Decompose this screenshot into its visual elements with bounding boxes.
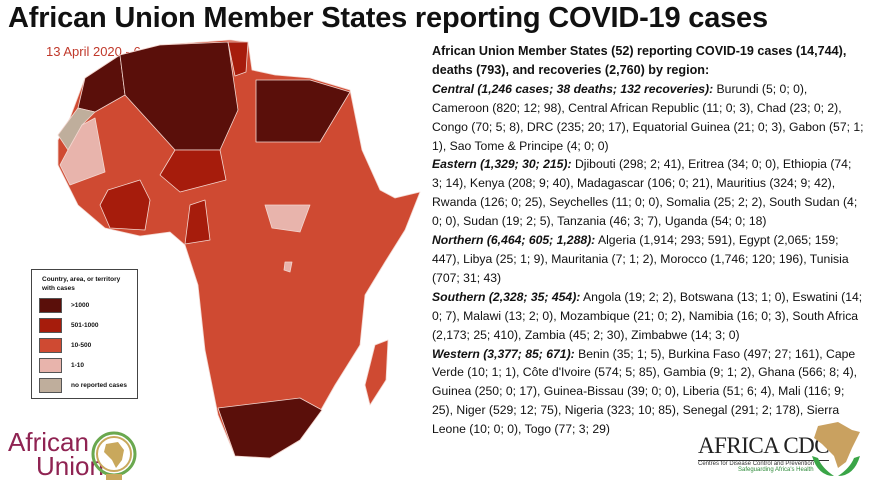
cdc-tagline: Safeguarding Africa's Health: [738, 467, 814, 473]
country-south-sudan: [264, 204, 311, 233]
africa-landmass: [57, 39, 421, 459]
region-label: Western (3,377; 85; 671):: [432, 346, 575, 361]
region-northern: Northern (6,464; 605; 1,288): Algeria (1…: [432, 231, 864, 288]
legend-swatch: [39, 317, 62, 333]
legend-swatch: [39, 357, 62, 373]
summary-text: African Union Member States (52) reporti…: [432, 42, 864, 439]
cdc-subtitle: Centres for Disease Control and Preventi…: [698, 460, 830, 467]
legend-item: 1-10: [39, 357, 85, 373]
region-label: Northern (6,464; 605; 1,288):: [432, 233, 596, 248]
region-western: Western (3,377; 85; 671): Benin (35; 1; …: [432, 345, 864, 440]
region-label: Eastern (1,329; 30; 215):: [432, 157, 572, 172]
legend-item: 501-1000: [39, 317, 99, 333]
africa-cdc-logo: AFRICA CDC Centres for Disease Control a…: [698, 433, 830, 473]
legend-label: >1000: [71, 301, 90, 309]
legend-swatch: [39, 297, 62, 313]
region-label: Central (1,246 cases; 38 deaths; 132 rec…: [432, 81, 714, 96]
region-eastern: Eastern (1,329; 30; 215): Djibouti (298;…: [432, 155, 864, 231]
country-egypt: [255, 79, 351, 143]
legend-title: Country, area, or territory with cases: [42, 276, 121, 292]
page-title: African Union Member States reporting CO…: [8, 2, 768, 34]
region-text: Djibouti (298; 2; 41), Eritrea (34; 0; 0…: [432, 157, 858, 229]
legend-label: 501-1000: [71, 321, 99, 329]
legend-item: 10-500: [39, 337, 92, 353]
legend-label: no reported cases: [71, 381, 127, 389]
region-label: Southern (2,328; 35; 454):: [432, 289, 581, 304]
country-burundi: [283, 261, 293, 273]
legend-item: no reported cases: [39, 377, 127, 393]
region-text: Benin (35; 1; 5), Burkina Faso (497; 27;…: [432, 346, 858, 437]
region-text: Burundi (5; 0; 0), Cameroon (820; 12; 98…: [432, 81, 864, 153]
legend-item: >1000: [39, 297, 90, 313]
map-legend: Country, area, or territory with cases >…: [31, 269, 138, 399]
legend-swatch: [39, 377, 62, 393]
africa-map: [57, 39, 421, 459]
country-tunisia: [227, 41, 249, 77]
cdc-africa-hands-icon: [812, 422, 860, 476]
region-text: Angola (19; 2; 2), Botswana (13; 1; 0), …: [432, 289, 863, 342]
region-southern: Southern (2,328; 35; 454): Angola (19; 2…: [432, 288, 864, 345]
legend-swatch: [39, 337, 62, 353]
summary-heading: African Union Member States (52) reporti…: [432, 44, 847, 77]
cdc-name: AFRICA CDC: [698, 433, 830, 458]
country-south-africa: [217, 397, 323, 459]
country-western-sahara: [57, 107, 96, 151]
country-morocco: [77, 54, 126, 113]
country-niger: [159, 149, 227, 193]
region-central: Central (1,246 cases; 38 deaths; 132 rec…: [432, 80, 864, 156]
region-text: Algeria (1,914; 293; 591), Egypt (2,065;…: [432, 233, 849, 285]
legend-label: 10-500: [71, 341, 92, 349]
country-burkina-ivory-ghana: [99, 179, 151, 231]
country-cameroon: [184, 199, 211, 245]
country-algeria: [119, 41, 239, 151]
au-logo-text: African: [8, 427, 89, 457]
legend-label: 1-10: [71, 361, 85, 369]
country-madagascar: [364, 339, 389, 406]
country-mauritania: [59, 117, 106, 186]
au-emblem-icon: [91, 431, 137, 480]
